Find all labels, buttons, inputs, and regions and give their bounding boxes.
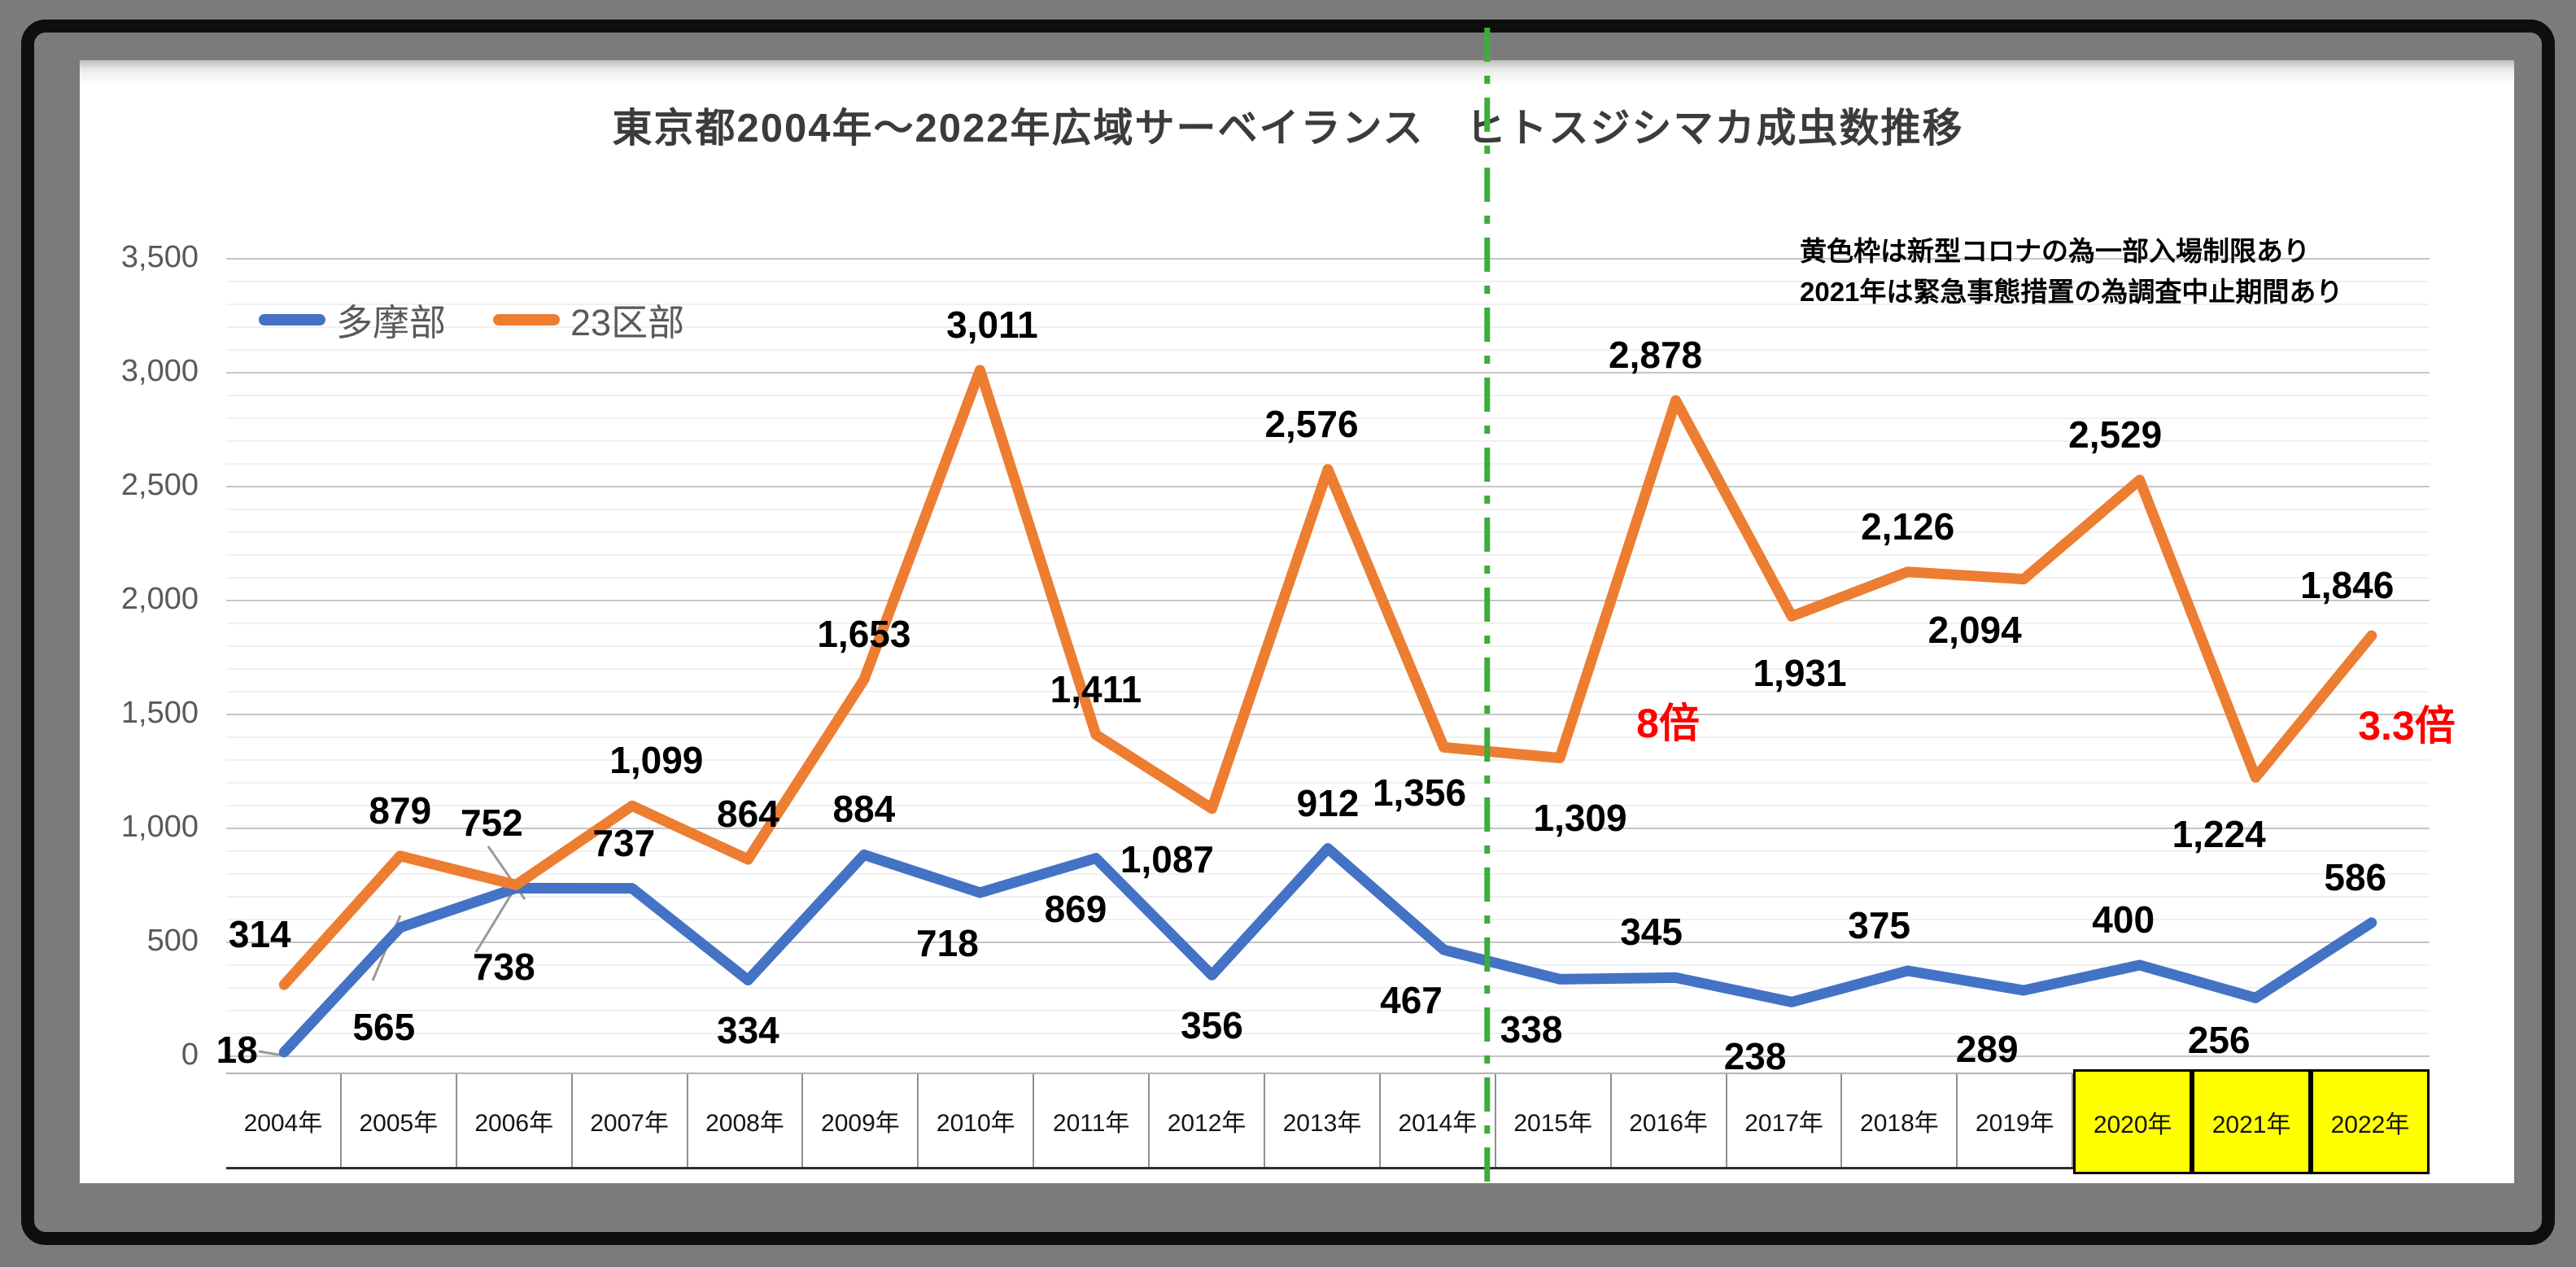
data-label: 1,099 <box>609 739 704 782</box>
data-label: 256 <box>2187 1019 2251 1062</box>
data-label: 1,411 <box>1050 667 1142 710</box>
y-tick-label: 1,000 <box>120 810 199 844</box>
year-cell: 2005年 <box>342 1074 457 1167</box>
year-cell: 2013年 <box>1265 1074 1381 1167</box>
year-cell-highlighted: 2021年 <box>2192 1069 2312 1174</box>
year-cell: 2014年 <box>1381 1074 1496 1167</box>
data-label: 869 <box>1044 887 1107 930</box>
year-cell: 2010年 <box>919 1074 1035 1167</box>
legend-item-23ku: 23区部 <box>493 293 684 346</box>
data-label: 1,846 <box>2300 564 2395 607</box>
data-label: 338 <box>1500 1008 1563 1051</box>
data-label: 1,087 <box>1120 837 1215 880</box>
year-cell: 2008年 <box>688 1074 804 1167</box>
covid-note: 黄色枠は新型コロナの為一部入場制限あり 2021年は緊急事態措置の為調査中止期間… <box>1800 231 2342 312</box>
data-label: 375 <box>1848 904 1910 946</box>
y-tick-label: 0 <box>181 1038 199 1072</box>
data-label: 345 <box>1620 911 1683 954</box>
chart-title: 東京都2004年～2022年広域サーベイランス ヒトスジシマカ成虫数推移 <box>612 107 1964 151</box>
callout-3-3x: 3.3倍 <box>2358 703 2456 749</box>
covid-note-line1: 黄色枠は新型コロナの為一部入場制限あり <box>1800 236 2310 266</box>
data-label: 565 <box>352 1005 416 1048</box>
series-line-tama <box>278 843 2377 1058</box>
outer-frame <box>21 20 2555 1245</box>
data-label: 2,529 <box>2068 413 2163 456</box>
year-cell: 2018年 <box>1842 1074 1958 1167</box>
chart-card <box>80 60 2514 1183</box>
data-label: 864 <box>716 793 779 836</box>
y-tick-label: 500 <box>146 924 199 958</box>
year-cell: 2007年 <box>573 1074 688 1167</box>
data-label: 1,653 <box>817 613 911 656</box>
data-label: 334 <box>716 1009 779 1052</box>
year-cell: 2016年 <box>1612 1074 1727 1167</box>
x-axis-year-table: 2004年 2005年 2006年 2007年 2008年 2009年 2010年 2011年… <box>226 1069 2430 1174</box>
data-label: 18 <box>216 1028 258 1071</box>
legend-label-tama: 多摩部 <box>336 302 447 343</box>
series-line-23ku <box>278 365 2377 990</box>
data-label: 356 <box>1181 1004 1243 1047</box>
year-cell: 2019年 <box>1958 1074 2074 1167</box>
year-cell: 2006年 <box>457 1074 573 1167</box>
data-label: 467 <box>1380 979 1443 1022</box>
data-label: 879 <box>369 789 432 832</box>
legend-dash-tama-icon <box>259 313 325 325</box>
data-label: 2,878 <box>1609 334 1703 377</box>
data-label: 718 <box>916 921 979 964</box>
data-label: 1,356 <box>1372 771 1467 815</box>
data-label: 2,126 <box>1861 505 1955 548</box>
data-label: 912 <box>1296 781 1360 824</box>
legend-dash-23ku-icon <box>493 313 561 325</box>
data-label: 238 <box>1723 1035 1787 1078</box>
data-label: 884 <box>832 788 896 831</box>
data-label: 289 <box>1955 1028 2019 1071</box>
data-label: 1,309 <box>1533 797 1627 840</box>
y-tick-label: 1,500 <box>120 696 199 730</box>
legend-label-23ku: 23区部 <box>570 302 685 343</box>
year-cell: 2017年 <box>1727 1074 1843 1167</box>
covid-note-line2: 2021年は緊急事態措置の為調査中止期間あり <box>1800 277 2343 308</box>
y-tick-label: 2,500 <box>120 468 199 502</box>
year-cell: 2015年 <box>1496 1074 1612 1167</box>
data-label: 1,931 <box>1753 652 1847 695</box>
data-label: 2,576 <box>1264 402 1359 445</box>
year-cell: 2011年 <box>1034 1074 1150 1167</box>
y-tick-label: 2,000 <box>120 582 199 616</box>
data-label: 314 <box>228 913 291 956</box>
label-leader-line <box>258 1050 284 1057</box>
year-cell: 2009年 <box>803 1074 919 1167</box>
callout-8x: 8倍 <box>1636 701 1700 746</box>
data-label: 1,224 <box>2172 813 2266 856</box>
y-tick-label: 3,500 <box>120 240 199 274</box>
year-cell-highlighted: 2022年 <box>2311 1069 2430 1174</box>
data-label: 752 <box>460 802 523 845</box>
data-label: 737 <box>592 821 656 864</box>
year-cell: 2004年 <box>226 1074 342 1167</box>
y-tick-label: 3,000 <box>120 354 199 388</box>
legend: 多摩部 23区部 <box>259 293 684 346</box>
year-cell-highlighted: 2020年 <box>2073 1069 2193 1174</box>
legend-item-tama: 多摩部 <box>259 293 446 346</box>
data-label: 400 <box>2092 898 2155 941</box>
data-label: 3,011 <box>946 303 1038 346</box>
data-label: 2,094 <box>1928 608 2022 651</box>
year-cell: 2012年 <box>1150 1074 1266 1167</box>
data-label: 586 <box>2324 855 2387 898</box>
data-label: 738 <box>472 946 535 989</box>
